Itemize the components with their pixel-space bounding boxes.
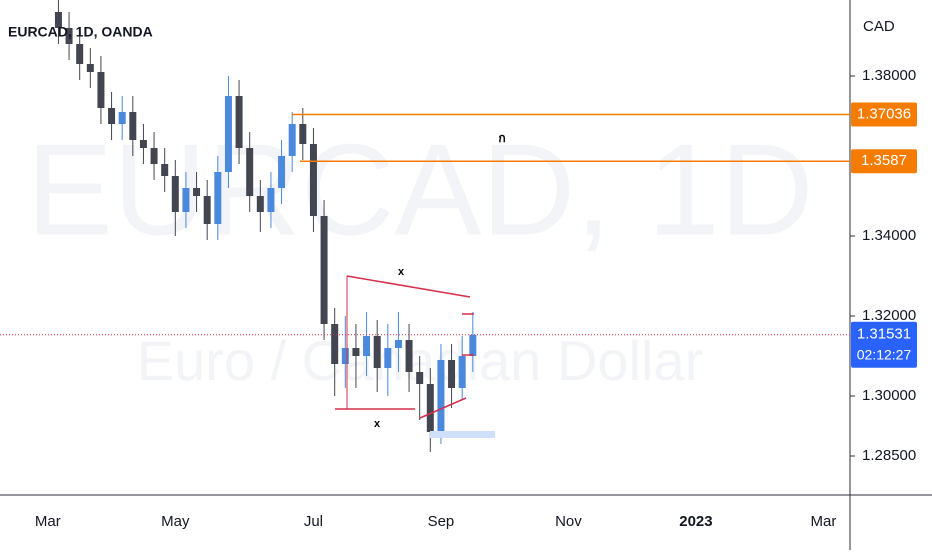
last-price-label: 1.31531 [857,326,911,343]
x-tick-label: Sep [428,513,455,530]
candle-body [469,334,477,356]
x-tick-label: Jul [304,513,323,530]
range-box [430,431,495,438]
candle-body [320,216,328,324]
candle-body [458,356,466,388]
candle-body [384,348,392,368]
last-price-tag [851,321,917,368]
candle-body [309,144,317,216]
y-tick-label: 1.38000 [862,67,916,84]
candle-body [86,64,94,72]
y-tick-label: 1.34000 [862,227,916,244]
candle-body [150,148,158,164]
annotation: ก [498,131,505,145]
candle-body [426,384,434,432]
candle-body [129,112,137,140]
candle-body [76,44,84,64]
candle-body [97,72,105,108]
candle-body [139,140,147,148]
candle-body [246,148,254,196]
countdown: 02:12:27 [857,346,912,362]
candle-body [352,348,360,356]
annotation: x [374,418,381,430]
candle-body [118,112,126,124]
trendline [419,397,467,419]
candle-body [416,372,424,384]
x-tick-label: Mar [811,513,837,530]
candle-body [437,360,445,432]
candle-body [278,156,286,188]
level-label: 1.3587 [861,152,907,169]
level-tag [851,149,917,174]
y-tick-label: 1.28500 [862,447,916,464]
x-tick-label: Mar [35,513,61,530]
candle-body [235,96,243,148]
candle-body [288,124,296,156]
x-tick-label: Nov [555,513,582,530]
annotation: x [398,266,405,278]
candle-body [65,28,73,44]
candle-body [373,336,381,368]
candle-body [256,196,264,212]
chart-title: EURCAD, 1D, OANDA [8,24,153,40]
candle-body [394,340,402,348]
x-tick-label: 2023 [679,513,712,530]
candle-body [193,188,201,196]
candle-body [267,188,275,212]
x-tick-label: May [161,513,190,530]
candle-body [448,360,456,388]
candle-body [203,196,211,224]
candle-body [182,188,190,212]
watermark: EURCAD, 1D [26,116,813,262]
y-unit: CAD [863,18,895,35]
candle-body [224,96,232,172]
candle-body [171,176,179,212]
candle-body [331,324,339,364]
y-tick-label: 1.30000 [862,387,916,404]
candle-body [161,164,169,176]
candle-body [54,12,62,28]
candle-body [299,124,307,144]
candle-body [108,108,116,124]
candle-body [214,172,222,224]
level-tag [851,102,917,127]
candle-body [341,348,349,364]
level-label: 1.37036 [857,106,911,123]
candle-body [363,336,371,356]
candle-body [405,340,413,372]
y-tick-label: 1.32000 [862,307,916,324]
trendline [346,275,471,298]
